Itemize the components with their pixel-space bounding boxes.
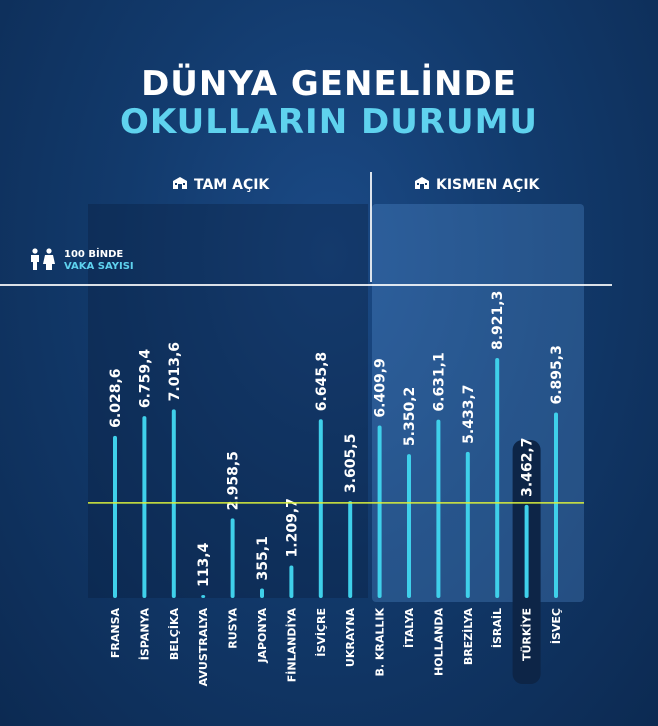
value-label: 113,4	[196, 542, 212, 587]
bar	[407, 454, 411, 598]
value-label: 5.433,7	[461, 384, 477, 443]
value-label: 1.209,7	[284, 498, 300, 557]
value-label: 355,1	[255, 536, 271, 580]
value-label: 2.958,5	[226, 451, 242, 510]
section-label-fully-open: TAM AÇIK	[172, 176, 269, 194]
category-label: İTALYA	[402, 608, 416, 648]
category-label: RUSYA	[227, 608, 240, 649]
category-label: AVUSTRALYA	[197, 608, 210, 687]
section-label-text: TAM AÇIK	[194, 177, 270, 193]
value-label: 3.605,5	[343, 434, 359, 493]
category-label: FRANSA	[109, 608, 122, 659]
chart-title-line1: DÜNYA GENELİNDE	[141, 64, 517, 104]
category-label: JAPONYA	[256, 608, 269, 664]
bar	[377, 425, 382, 598]
value-label: 6.631,1	[431, 352, 447, 411]
category-label: B. KRALLIK	[374, 608, 387, 677]
section-divider	[370, 172, 372, 282]
category-label: HOLLANDA	[432, 608, 445, 676]
category-label: UKRAYNA	[344, 608, 357, 668]
legend-text: 100 BİNDE VAKA SAYISI	[64, 249, 134, 273]
bar	[260, 588, 264, 598]
bar	[436, 419, 441, 598]
section-label-text: KISMEN AÇIK	[436, 177, 540, 193]
bar	[495, 358, 500, 598]
bar	[113, 435, 117, 598]
chart-title-line2: OKULLARIN DURUMU	[119, 102, 539, 142]
bar	[171, 409, 176, 598]
bar	[230, 518, 235, 598]
value-label: 8.921,3	[490, 291, 506, 350]
category-label: BELÇİKA	[167, 608, 181, 661]
category-label: İSVEÇ	[549, 608, 563, 644]
category-label: TÜRKİYE	[520, 608, 534, 661]
value-label: 6.028,6	[108, 368, 124, 427]
bar	[318, 419, 323, 598]
school-icon	[172, 176, 188, 194]
bar	[348, 501, 353, 598]
value-label: 6.645,8	[314, 352, 330, 411]
bar	[465, 451, 470, 598]
legend-separator-line	[0, 284, 612, 286]
value-label: 6.759,4	[137, 349, 153, 409]
category-label: İSRAİL	[490, 608, 504, 648]
category-label: İSVİÇRE	[314, 608, 328, 657]
category-label: FİNLANDİYA	[284, 608, 298, 683]
value-label: 7.013,6	[167, 342, 183, 401]
legend-line2: VAKA SAYISI	[64, 261, 134, 272]
value-label: 3.462,7	[520, 438, 536, 497]
bar	[289, 565, 294, 598]
value-label: 6.895,3	[549, 345, 565, 404]
bar	[554, 412, 558, 598]
value-label: 6.409,9	[373, 358, 389, 417]
section-label-partially-open: KISMEN AÇIK	[414, 176, 539, 194]
school-icon	[414, 176, 430, 194]
people-icon	[28, 248, 58, 274]
legend: 100 BİNDE VAKA SAYISI	[28, 248, 134, 274]
bar	[142, 416, 147, 598]
legend-line1: 100 BİNDE	[64, 249, 124, 260]
category-label: İSPANYA	[137, 608, 151, 661]
category-label: BREZİLYA	[461, 608, 475, 666]
bar	[524, 504, 529, 598]
bar	[201, 594, 206, 598]
value-label: 5.350,2	[402, 387, 418, 446]
